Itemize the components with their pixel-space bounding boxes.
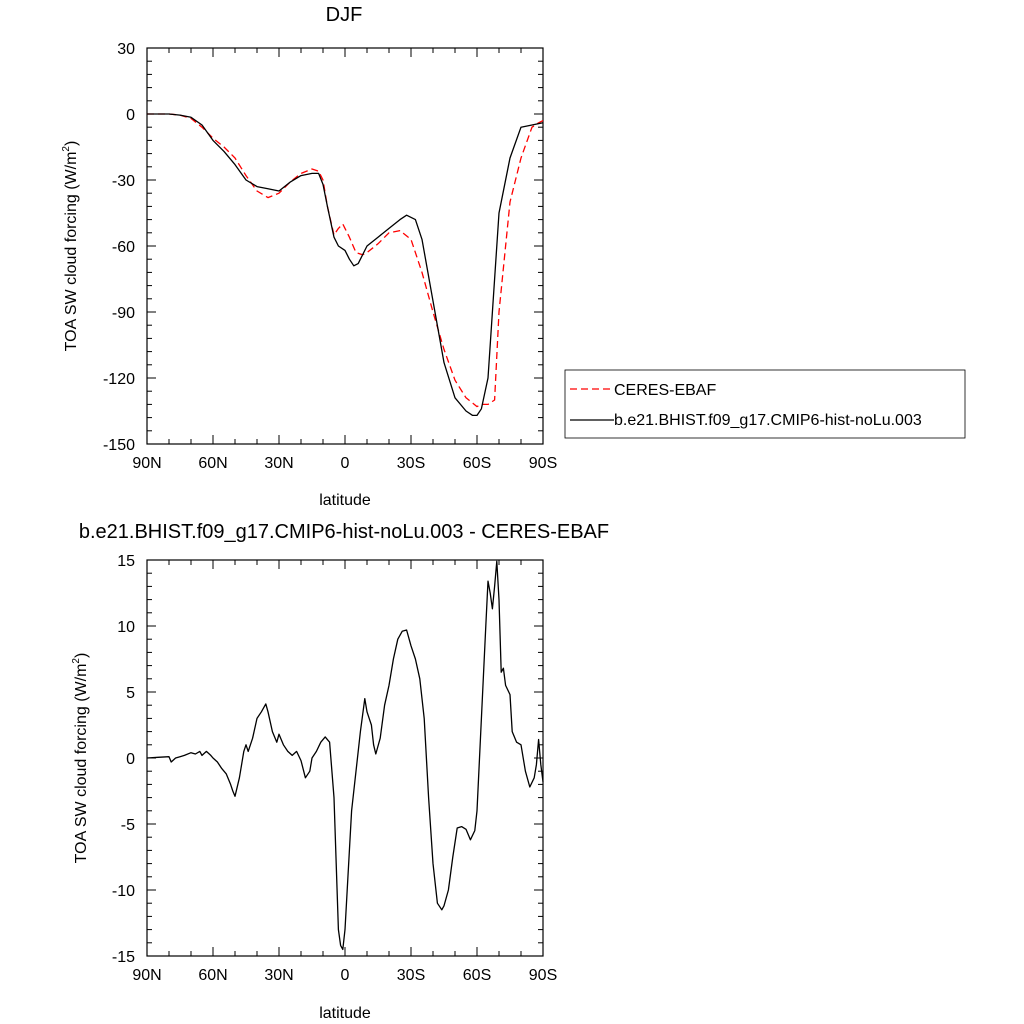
bottom-chart-y-tick-label: -10 <box>112 883 135 900</box>
top-chart-x-tick-label: 90S <box>529 455 557 472</box>
top-chart-x-tick-label: 30N <box>264 455 293 472</box>
bottom-chart-title: b.e21.BHIST.f09_g17.CMIP6-hist-noLu.003 … <box>79 521 609 543</box>
bottom-chart-y-tick-label: 10 <box>117 619 135 636</box>
top-chart-y-tick-label: -90 <box>112 305 135 322</box>
bottom-chart-plot-frame <box>146 559 544 957</box>
top-chart-x-tick-label: 60S <box>463 455 491 472</box>
bottom-chart-x-tick-label: 0 <box>341 967 350 984</box>
bottom-chart-ticks <box>146 559 544 957</box>
top-chart-ticks <box>146 47 544 445</box>
bottom-chart-y-axis-label-main: TOA SW cloud forcing (W/m <box>73 664 90 864</box>
legend-label-model: b.e21.BHIST.f09_g17.CMIP6-hist-noLu.003 <box>614 412 922 429</box>
top-chart-x-tick-label: 0 <box>341 455 350 472</box>
bottom-chart-y-tick-labels: 15 10 5 0 -5 -10 -15 <box>112 553 135 966</box>
bottom-chart-x-tick-label: 90S <box>529 967 557 984</box>
top-chart-y-tick-label: 30 <box>117 41 135 58</box>
bottom-chart-x-tick-label: 30N <box>264 967 293 984</box>
top-chart-y-axis-label-main: TOA SW cloud forcing (W/m <box>63 152 80 352</box>
bottom-chart-x-tick-label: 90N <box>132 967 161 984</box>
bottom-chart-x-tick-labels: 90N 60N 30N 0 30S 60S 90S <box>132 967 557 984</box>
top-chart-y-tick-label: -120 <box>103 371 135 388</box>
top-chart-x-axis-label: latitude <box>319 492 371 509</box>
legend: CERES-EBAF b.e21.BHIST.f09_g17.CMIP6-his… <box>564 369 966 439</box>
bottom-chart-y-tick-label: 0 <box>126 751 135 768</box>
top-chart-plot-frame <box>146 47 544 445</box>
top-chart-x-tick-label: 30S <box>397 455 425 472</box>
legend-label-ceres: CERES-EBAF <box>614 382 716 399</box>
top-chart-x-tick-label: 60N <box>198 455 227 472</box>
top-chart-y-axis-label: TOA SW cloud forcing (W/m2) <box>61 141 80 352</box>
top-chart-series-group <box>147 113 544 417</box>
bottom-chart-x-tick-label: 30S <box>397 967 425 984</box>
bottom-chart-y-axis-label-sup: 2 <box>71 658 82 664</box>
bottom-chart-series-line-0 <box>146 560 544 951</box>
legend-box <box>564 369 966 439</box>
top-chart-y-tick-label: -30 <box>112 173 135 190</box>
bottom-chart-x-tick-label: 60N <box>198 967 227 984</box>
bottom-chart-x-axis-label: latitude <box>319 1005 371 1022</box>
bottom-chart-y-tick-label: 15 <box>117 553 135 570</box>
bottom-chart-series-group <box>146 560 544 951</box>
top-chart-y-axis-label-sup: 2 <box>61 146 72 152</box>
top-chart-y-axis-label-close: ) <box>63 141 80 146</box>
top-chart-x-tick-label: 90N <box>132 455 161 472</box>
top-chart-y-tick-labels: 30 0 -30 -60 -90 -120 -150 <box>103 41 135 454</box>
bottom-chart-y-axis-label-close: ) <box>73 653 90 658</box>
bottom-chart-y-tick-label: -5 <box>121 817 135 834</box>
bottom-chart-x-tick-label: 60S <box>463 967 491 984</box>
top-chart-y-tick-label: 0 <box>126 107 135 124</box>
bottom-chart-y-axis-label: TOA SW cloud forcing (W/m2) <box>71 653 90 864</box>
bottom-chart-y-tick-label: 5 <box>126 685 135 702</box>
top-chart-series-line-0 <box>147 113 544 408</box>
top-chart-y-tick-label: -150 <box>103 437 135 454</box>
top-chart-y-tick-label: -60 <box>112 239 135 256</box>
top-chart-x-tick-labels: 90N 60N 30N 0 30S 60S 90S <box>132 455 557 472</box>
top-chart-title: DJF <box>326 4 363 26</box>
bottom-chart-y-tick-label: -15 <box>112 949 135 966</box>
top-chart-series-line-1 <box>147 113 544 417</box>
